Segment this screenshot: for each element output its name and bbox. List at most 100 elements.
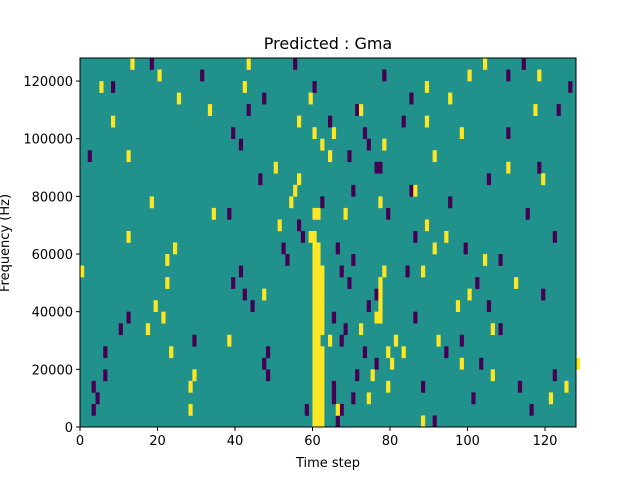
heatmap-cell-high xyxy=(424,115,430,128)
heatmap-cell-low xyxy=(471,392,476,405)
heatmap-cell-high xyxy=(312,288,317,301)
heatmap-cell-high xyxy=(161,311,166,324)
heatmap-cell-high xyxy=(207,104,213,116)
heatmap-cell-high xyxy=(312,277,317,289)
heatmap-cell-low xyxy=(126,311,131,324)
heatmap-cell-high xyxy=(541,173,546,186)
heatmap-cell-high xyxy=(320,311,325,324)
heatmap-cell-low xyxy=(362,346,368,359)
heatmap-cell-high xyxy=(227,334,232,347)
heatmap-cell-high xyxy=(312,392,317,405)
heatmap-cell-high xyxy=(211,207,216,220)
y-tick-label: 100000 xyxy=(23,133,73,148)
heatmap-cell-high xyxy=(153,300,158,312)
heatmap-cell-high xyxy=(328,334,333,347)
heatmap-cell-high xyxy=(401,346,406,359)
heatmap-cell-high xyxy=(448,92,453,105)
heatmap-cell-high xyxy=(378,196,383,209)
heatmap-cell-high xyxy=(312,300,317,312)
heatmap-cell-high xyxy=(316,265,321,278)
heatmap-cell-high xyxy=(262,288,267,301)
heatmap-cell-low xyxy=(266,346,271,359)
heatmap-cell-low xyxy=(362,127,368,140)
heatmap-cell-high xyxy=(246,58,251,70)
heatmap-cell-low xyxy=(486,173,492,186)
heatmap-cell-low xyxy=(432,415,437,428)
heatmap-cell-high xyxy=(514,277,519,289)
heatmap-cell-low xyxy=(250,300,255,312)
heatmap-cell-low xyxy=(529,403,534,416)
heatmap-cell-high xyxy=(157,69,162,82)
heatmap-cell-high xyxy=(297,173,302,186)
heatmap-cell-high xyxy=(548,392,554,405)
heatmap-cell-high xyxy=(390,357,395,370)
heatmap-cell-high xyxy=(386,346,391,359)
heatmap-cell-low xyxy=(413,311,418,324)
heatmap-cell-high xyxy=(297,115,302,128)
y-tick-label: 80000 xyxy=(32,190,73,205)
heatmap-cell-high xyxy=(316,300,321,312)
heatmap-cell-high xyxy=(335,403,340,416)
heatmap-cell-high xyxy=(289,196,294,209)
heatmap-cell-low xyxy=(568,81,573,93)
heatmap-cell-low xyxy=(293,58,298,70)
heatmap-cell-high xyxy=(459,357,464,370)
heatmap-cell-low xyxy=(409,92,414,105)
heatmap-cell-high xyxy=(378,300,383,312)
heatmap-cell-high xyxy=(312,127,317,140)
heatmap-cell-high xyxy=(316,323,321,336)
heatmap-cell-high xyxy=(386,380,391,393)
heatmap-cell-high xyxy=(378,288,383,301)
heatmap-cell-high xyxy=(316,346,321,359)
heatmap-cell-high xyxy=(312,403,317,416)
heatmap-cell-low xyxy=(91,380,96,393)
heatmap-cell-low xyxy=(328,115,333,128)
y-axis-label: Frequency (Hz) xyxy=(0,194,13,292)
heatmap-cell-low xyxy=(238,138,244,151)
heatmap-cell-low xyxy=(401,115,406,128)
heatmap-cell-low xyxy=(285,254,290,266)
heatmap-cell-high xyxy=(374,311,379,324)
heatmap-cell-low xyxy=(262,92,267,105)
heatmap-cell-high xyxy=(316,392,321,405)
heatmap-cell-high xyxy=(459,127,464,140)
heatmap-cell-high xyxy=(382,265,387,278)
heatmap-cell-low xyxy=(382,69,387,82)
heatmap-cell-high xyxy=(145,323,151,336)
heatmap-cell-low xyxy=(95,392,100,405)
heatmap-cell-low xyxy=(331,380,337,393)
y-tick-label: 60000 xyxy=(32,248,73,263)
heatmap-cell-high xyxy=(320,415,325,428)
heatmap-cell-high xyxy=(455,300,461,312)
heatmap-cell-high xyxy=(149,196,154,209)
heatmap-cell-high xyxy=(378,277,383,289)
heatmap-cell-high xyxy=(312,242,317,255)
heatmap-cell-low xyxy=(409,184,414,197)
chart-title: Predicted : Gma xyxy=(264,34,392,53)
heatmap-cell-low xyxy=(339,334,344,347)
heatmap-cell-high xyxy=(320,265,325,278)
y-tick-label: 40000 xyxy=(32,306,73,321)
heatmap-cell-low xyxy=(506,127,511,140)
heatmap-cell-high xyxy=(424,219,430,232)
heatmap-cell-high xyxy=(316,415,321,428)
heatmap-cell-low xyxy=(351,254,356,266)
plot-area xyxy=(79,57,581,428)
x-tick-label: 80 xyxy=(382,434,399,449)
plot-frame xyxy=(79,57,577,428)
heatmap-cell-high xyxy=(165,254,170,266)
heatmap-cell-low xyxy=(103,369,108,382)
heatmap-cell-high xyxy=(316,357,321,370)
heatmap-cell-high xyxy=(316,369,321,382)
x-tick-label: 60 xyxy=(304,434,321,449)
heatmap-cell-high xyxy=(359,323,364,336)
heatmap-cell-high xyxy=(533,104,538,116)
heatmap-cell-low xyxy=(552,369,557,382)
heatmap-cell-high xyxy=(316,288,321,301)
heatmap-cell-low xyxy=(118,323,123,336)
heatmap-cell-high xyxy=(537,69,542,82)
y-tick-label: 120000 xyxy=(23,75,73,90)
heatmap-cell-low xyxy=(300,230,306,243)
x-tick-label: 120 xyxy=(533,434,558,449)
